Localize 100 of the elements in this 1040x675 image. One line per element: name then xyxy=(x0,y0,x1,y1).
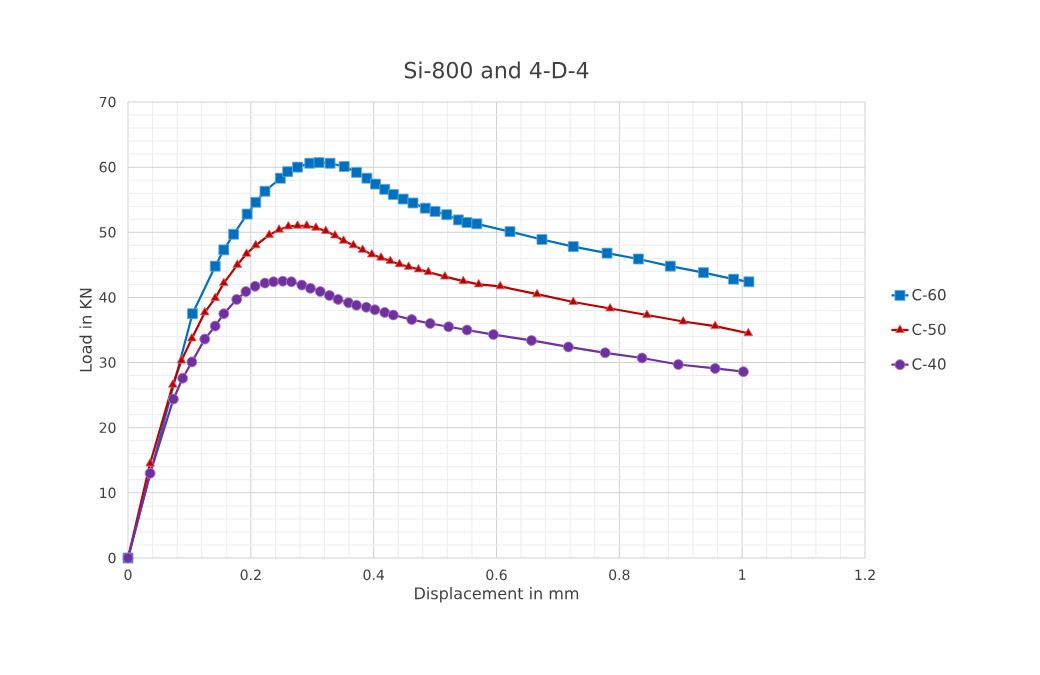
point xyxy=(209,260,221,272)
point xyxy=(743,276,755,288)
point xyxy=(423,266,434,275)
point xyxy=(672,359,684,370)
legend-label: C-50 xyxy=(912,323,946,336)
point xyxy=(176,355,187,364)
point xyxy=(145,458,155,467)
point xyxy=(338,235,349,244)
point xyxy=(636,352,648,364)
point xyxy=(351,166,362,178)
point xyxy=(232,259,243,268)
point xyxy=(471,218,483,230)
point xyxy=(367,249,377,258)
point xyxy=(664,260,676,272)
point xyxy=(601,247,613,259)
point xyxy=(324,290,335,301)
point xyxy=(387,189,399,200)
point xyxy=(710,320,720,329)
point xyxy=(209,320,221,332)
point xyxy=(440,271,450,280)
point xyxy=(177,372,189,384)
point xyxy=(186,356,198,368)
y-tick-label: 0 xyxy=(108,552,116,564)
point xyxy=(698,267,709,279)
point xyxy=(168,379,178,388)
point xyxy=(330,230,340,239)
point xyxy=(321,225,331,234)
point xyxy=(219,277,229,286)
point xyxy=(473,279,484,288)
point xyxy=(348,239,359,249)
point xyxy=(144,467,156,479)
x-tick-label: 0.6 xyxy=(486,569,507,581)
point xyxy=(338,161,350,172)
x-axis-title: Displacement in mm xyxy=(415,586,579,603)
point xyxy=(259,185,271,197)
point xyxy=(168,393,179,405)
point xyxy=(199,333,211,345)
point xyxy=(743,327,754,337)
point xyxy=(495,280,505,290)
point xyxy=(458,275,469,285)
x-tick-label: 0.4 xyxy=(363,569,385,581)
point xyxy=(218,244,230,256)
point xyxy=(678,316,688,325)
point xyxy=(387,309,399,321)
point xyxy=(250,196,262,208)
point xyxy=(738,366,749,378)
point xyxy=(562,341,574,353)
point xyxy=(285,276,297,288)
point xyxy=(370,178,381,190)
point xyxy=(413,264,424,273)
point xyxy=(403,261,414,270)
point xyxy=(379,307,391,318)
point xyxy=(443,321,454,333)
y-tick-label: 10 xyxy=(100,487,116,499)
point xyxy=(441,209,453,221)
point xyxy=(251,239,261,249)
y-tick-label: 30 xyxy=(99,357,116,368)
point xyxy=(249,280,261,292)
y-tick-label: 70 xyxy=(99,96,116,108)
point xyxy=(728,273,739,285)
x-tick-label: 1 xyxy=(739,569,746,580)
point xyxy=(240,286,252,297)
point xyxy=(313,157,325,168)
point xyxy=(567,241,579,253)
point xyxy=(200,307,210,316)
point xyxy=(360,301,372,313)
point xyxy=(296,279,308,291)
point xyxy=(419,202,431,214)
point xyxy=(397,193,409,205)
x-tick-label: 0 xyxy=(124,569,132,581)
point xyxy=(385,255,395,264)
point xyxy=(369,304,381,316)
y-axis-title: Load in KN xyxy=(79,288,92,372)
point xyxy=(504,226,516,238)
point xyxy=(379,183,391,195)
point xyxy=(407,197,419,209)
point xyxy=(314,286,326,297)
point xyxy=(305,282,316,294)
y-tick-label: 40 xyxy=(99,292,116,303)
y-tick-label: 60 xyxy=(99,161,116,173)
point xyxy=(406,314,418,325)
point xyxy=(292,161,303,173)
y-tick-label: 50 xyxy=(99,226,116,238)
point xyxy=(228,228,240,240)
point xyxy=(302,220,312,229)
point xyxy=(394,258,405,268)
point xyxy=(605,303,615,312)
y-tick-label: 20 xyxy=(99,422,116,434)
point xyxy=(268,276,279,288)
point xyxy=(324,157,336,169)
point xyxy=(210,292,220,301)
point xyxy=(274,224,284,233)
x-tick-label: 0.2 xyxy=(240,569,261,581)
point xyxy=(424,318,436,329)
point xyxy=(632,253,644,265)
point xyxy=(532,288,542,298)
point xyxy=(599,347,611,359)
point xyxy=(218,308,230,320)
point xyxy=(264,229,274,238)
point xyxy=(311,222,321,231)
